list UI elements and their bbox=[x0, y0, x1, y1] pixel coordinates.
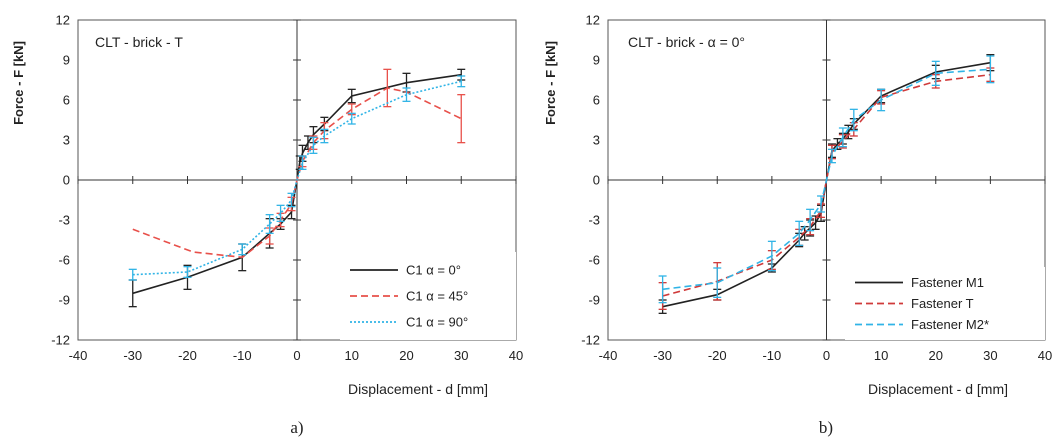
legend-label: C1 α = 0° bbox=[406, 263, 461, 278]
error-bar bbox=[309, 136, 318, 154]
x-tick-label: 40 bbox=[509, 348, 523, 363]
y-tick-label: 3 bbox=[63, 133, 70, 148]
error-bar bbox=[383, 68, 392, 108]
x-axis-label: Displacement - d [mm] bbox=[348, 381, 488, 397]
y-tick-label: 0 bbox=[63, 173, 70, 188]
error-bar bbox=[767, 240, 776, 272]
y-tick-label: -3 bbox=[58, 213, 70, 228]
error-bar bbox=[795, 220, 804, 246]
x-tick-label: 30 bbox=[454, 348, 468, 363]
series-3 bbox=[658, 55, 995, 304]
legend: C1 α = 0° C1 α = 45° C1 α = 90° bbox=[340, 252, 516, 340]
legend-label: Fastener M2* bbox=[911, 317, 989, 332]
x-tick-label: -30 bbox=[653, 348, 672, 363]
x-tick-label: 20 bbox=[399, 348, 413, 363]
error-bar bbox=[276, 204, 285, 222]
series-line bbox=[132, 87, 462, 259]
y-axis-label: Force - F [kN] bbox=[11, 41, 26, 125]
error-bar bbox=[713, 267, 722, 298]
x-tick-label: -20 bbox=[178, 348, 197, 363]
x-tick-label: 40 bbox=[1038, 348, 1052, 363]
legend-label: Fastener T bbox=[911, 296, 974, 311]
y-axis-label: Force - F [kN] bbox=[543, 41, 558, 125]
y-tick-label: -3 bbox=[588, 213, 600, 228]
error-bar bbox=[838, 127, 847, 148]
legend-box bbox=[340, 252, 516, 340]
x-tick-label: 20 bbox=[929, 348, 943, 363]
error-bar bbox=[238, 243, 247, 256]
y-tick-label: 9 bbox=[63, 53, 70, 68]
y-tick-label: 6 bbox=[593, 93, 600, 108]
error-bar bbox=[402, 87, 411, 102]
error-bar bbox=[849, 108, 858, 132]
y-tick-label: 3 bbox=[593, 133, 600, 148]
x-axis-label: Displacement - d [mm] bbox=[868, 381, 1008, 397]
series-3 bbox=[128, 75, 466, 281]
x-tick-label: -10 bbox=[233, 348, 252, 363]
error-bar bbox=[457, 94, 466, 144]
chart-panel-a: CLT - brick - T Displacement - d [mm] Fo… bbox=[11, 13, 523, 438]
x-tick-label: 10 bbox=[874, 348, 888, 363]
x-tick-label: 30 bbox=[983, 348, 997, 363]
error-bar bbox=[457, 75, 466, 88]
error-bar bbox=[320, 128, 329, 144]
series-line bbox=[132, 80, 462, 276]
legend: Fastener M1 Fastener T Fastener M2* bbox=[845, 267, 1045, 340]
error-bar bbox=[128, 268, 137, 281]
inset-title: CLT - brick - T bbox=[95, 34, 183, 50]
x-tick-label: -40 bbox=[599, 348, 618, 363]
y-tick-label: -12 bbox=[51, 333, 70, 348]
y-tick-label: 12 bbox=[56, 13, 70, 28]
y-tick-label: -9 bbox=[58, 293, 70, 308]
inset-title: CLT - brick - α = 0° bbox=[628, 34, 745, 50]
error-bar bbox=[827, 148, 836, 164]
panel-label: a) bbox=[290, 418, 303, 437]
panel-label: b) bbox=[819, 418, 833, 437]
x-tick-label: -30 bbox=[123, 348, 142, 363]
x-tick-label: -10 bbox=[762, 348, 781, 363]
error-bar bbox=[877, 88, 886, 112]
legend-label: Fastener M1 bbox=[911, 275, 984, 290]
y-tick-label: -6 bbox=[588, 253, 600, 268]
x-tick-label: 0 bbox=[823, 348, 830, 363]
y-tick-label: 6 bbox=[63, 93, 70, 108]
error-bar bbox=[347, 112, 356, 125]
x-tick-label: 0 bbox=[293, 348, 300, 363]
error-bar bbox=[817, 195, 826, 213]
y-tick-label: 12 bbox=[586, 13, 600, 28]
error-bar bbox=[658, 275, 667, 304]
error-bar bbox=[183, 266, 192, 278]
y-tick-label: 9 bbox=[593, 53, 600, 68]
y-tick-label: -12 bbox=[581, 333, 600, 348]
x-tick-label: -40 bbox=[69, 348, 88, 363]
error-bar bbox=[128, 279, 137, 308]
error-bar bbox=[931, 60, 940, 86]
x-tick-label: 10 bbox=[345, 348, 359, 363]
error-bar bbox=[287, 192, 296, 208]
error-bar bbox=[298, 155, 307, 170]
legend-label: C1 α = 45° bbox=[406, 289, 468, 304]
error-bar bbox=[806, 208, 815, 232]
chart-panel-b: CLT - brick - α = 0° Displacement - d [m… bbox=[543, 13, 1052, 438]
error-bar bbox=[347, 88, 356, 104]
x-tick-label: -20 bbox=[708, 348, 727, 363]
y-tick-label: -6 bbox=[58, 253, 70, 268]
legend-label: C1 α = 90° bbox=[406, 315, 468, 330]
error-bar bbox=[265, 214, 274, 234]
y-tick-label: -9 bbox=[588, 293, 600, 308]
y-tick-label: 0 bbox=[593, 173, 600, 188]
error-bar bbox=[986, 55, 995, 84]
